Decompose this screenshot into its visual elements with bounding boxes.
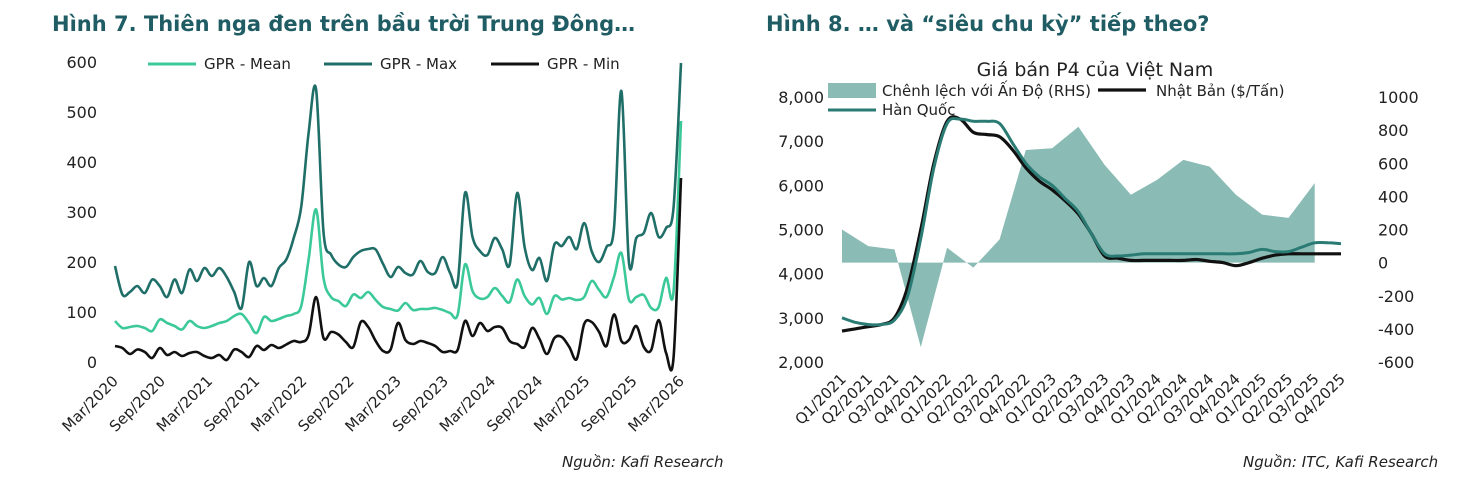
y-tick-label: 500 [66,103,97,122]
series-line-korea [841,116,1342,327]
y-tick-label: 6,000 [778,176,824,195]
series-line-gpr-max [113,62,683,311]
series-line-gpr-mean [114,120,683,335]
y-tick-label: 7,000 [778,132,824,151]
figure-8-source: Nguồn: ITC, Kafi Research [1243,453,1439,471]
legend-label: Chênh lệch với Ấn Độ (RHS) [882,79,1091,100]
legend-label: Hàn Quốc [882,101,955,119]
y-tick-label: 0 [87,353,97,372]
figure-8-title: Hình 8. … và “siêu chu kỳ” tiếp theo? [766,12,1210,36]
y-tick-label: 2,000 [778,353,824,372]
y2-tick-label: 600 [1378,154,1409,173]
figure-7-source: Nguồn: Kafi Research [562,453,724,471]
y-tick-label: 400 [66,153,97,172]
series-line-gpr-min [114,177,683,372]
y-tick-label: 600 [66,53,97,72]
p4-price-chart: 2,000 3,000 4,000 5,000 6,000 7,000 8,000 1000 8… [778,59,1419,428]
legend-label: Nhật Bản ($/Tấn) [1156,82,1285,100]
y-tick-label: 200 [66,253,97,272]
y-tick-label: 4,000 [778,265,824,284]
y2-tick-label: -600 [1378,353,1414,372]
legend-label: GPR - Mean [204,55,291,73]
y2-tick-label: -400 [1378,320,1414,339]
area-spread-india [842,126,1315,348]
y2-tick-label: 800 [1378,121,1409,140]
figure-7-title: Hình 7. Thiên nga đen trên bầu trời Trun… [52,12,636,36]
legend-label: GPR - Max [380,55,457,73]
y2-tick-label: 0 [1378,254,1388,273]
y2-tick-label: -200 [1378,287,1414,306]
y-tick-label: 300 [66,203,97,222]
y2-tick-label: 200 [1378,221,1409,240]
y-tick-label: 5,000 [778,221,824,240]
y-tick-label: 100 [66,303,97,322]
y-tick-label: 3,000 [778,309,824,328]
y-tick-label: 8,000 [778,88,824,107]
y2-tick-label: 400 [1378,187,1409,206]
gpr-chart: 0100200300400500600Mar/2020Sep/2020Mar/2… [59,53,688,435]
y2-tick-label: 1000 [1378,88,1419,107]
legend-label: GPR - Min [547,55,620,73]
legend-swatch-spread [828,83,876,98]
chart-title: Giá bán P4 của Việt Nam [977,59,1214,81]
